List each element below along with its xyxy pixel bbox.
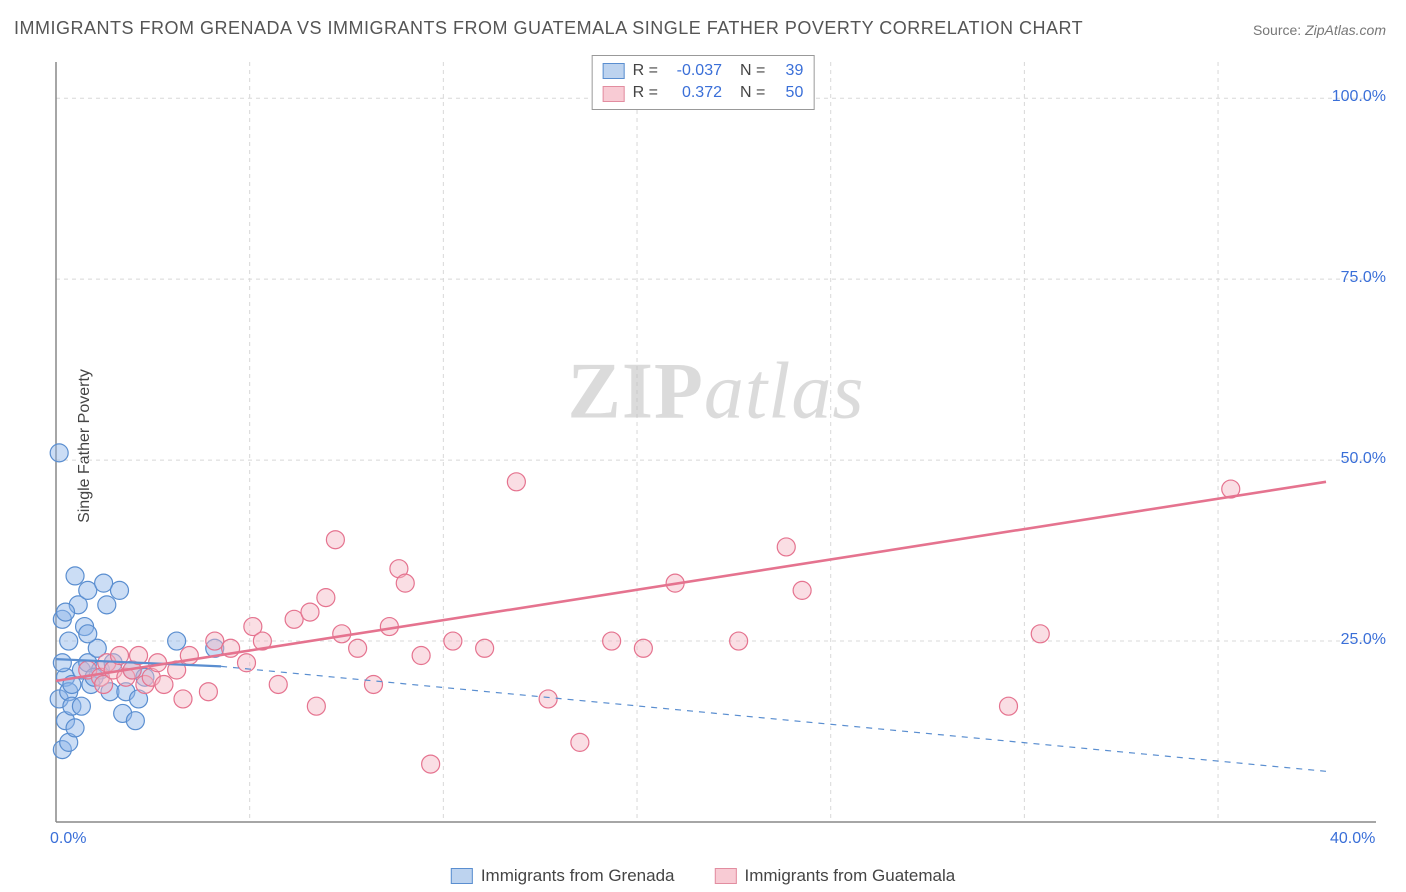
stat-n-value-grenada: 39 — [773, 60, 803, 82]
swatch-blue-icon — [451, 868, 473, 884]
legend-label-guatemala: Immigrants from Guatemala — [745, 866, 956, 886]
series-legend: Immigrants from Grenada Immigrants from … — [451, 866, 955, 886]
swatch-blue-icon — [603, 63, 625, 79]
legend-item-grenada: Immigrants from Grenada — [451, 866, 675, 886]
stats-legend: R = -0.037 N = 39 R = 0.372 N = 50 — [592, 55, 815, 110]
x-tick-label: 40.0% — [1330, 830, 1375, 848]
y-tick-label: 50.0% — [1341, 450, 1386, 468]
stat-n-value-guatemala: 50 — [773, 82, 803, 104]
legend-item-guatemala: Immigrants from Guatemala — [715, 866, 956, 886]
chart-area: ZIPatlas 25.0% 50.0% 75.0% 100.0% 0.0% 4… — [46, 52, 1386, 842]
legend-label-grenada: Immigrants from Grenada — [481, 866, 675, 886]
swatch-pink-icon — [715, 868, 737, 884]
y-tick-label: 25.0% — [1341, 631, 1386, 649]
stat-r-label: R = — [633, 60, 658, 82]
x-tick-label: 0.0% — [50, 830, 86, 848]
stats-row-guatemala: R = 0.372 N = 50 — [603, 82, 804, 104]
y-tick-label: 100.0% — [1332, 88, 1386, 106]
stat-r-value-guatemala: 0.372 — [666, 82, 722, 104]
stat-n-label: N = — [740, 60, 765, 82]
source-value: ZipAtlas.com — [1305, 22, 1386, 38]
scatter-plot-svg — [46, 52, 1386, 842]
stat-n-label: N = — [740, 82, 765, 104]
source-label: Source: — [1253, 22, 1301, 38]
stat-r-value-grenada: -0.037 — [666, 60, 722, 82]
swatch-pink-icon — [603, 86, 625, 102]
stat-r-label: R = — [633, 82, 658, 104]
chart-title: IMMIGRANTS FROM GRENADA VS IMMIGRANTS FR… — [14, 18, 1083, 39]
stats-row-grenada: R = -0.037 N = 39 — [603, 60, 804, 82]
source-attribution: Source: ZipAtlas.com — [1253, 22, 1386, 38]
y-tick-label: 75.0% — [1341, 269, 1386, 287]
